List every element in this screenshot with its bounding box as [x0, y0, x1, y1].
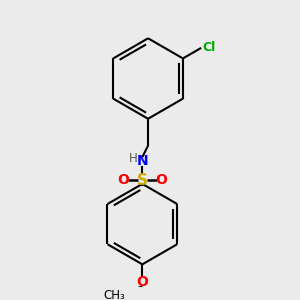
Text: O: O [117, 173, 129, 187]
Text: O: O [136, 274, 148, 289]
Text: O: O [156, 173, 167, 187]
Text: Cl: Cl [202, 41, 215, 54]
Text: S: S [137, 172, 148, 188]
Text: N: N [136, 154, 148, 168]
Text: CH₃: CH₃ [103, 289, 125, 300]
Text: H: H [128, 152, 137, 166]
